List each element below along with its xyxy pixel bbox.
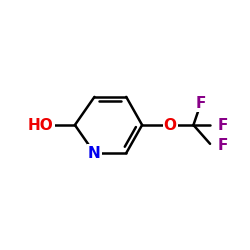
Text: F: F [196, 96, 206, 111]
Text: N: N [88, 146, 101, 160]
Text: HO: HO [28, 118, 54, 132]
Text: O: O [164, 118, 177, 132]
Text: F: F [218, 138, 228, 153]
Text: F: F [218, 118, 228, 132]
